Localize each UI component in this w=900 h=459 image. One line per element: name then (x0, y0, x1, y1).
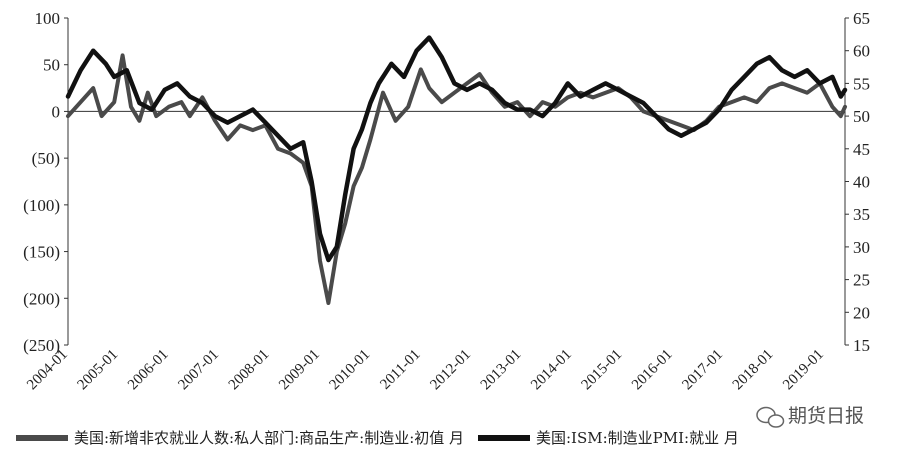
left-tick-label: (150) (23, 243, 60, 262)
x-tick-label: 2005-01 (75, 347, 122, 394)
x-tick-label: 2008-01 (226, 347, 273, 394)
right-tick-label: 60 (853, 42, 870, 61)
right-tick-label: 45 (853, 140, 870, 159)
plot-lines (65, 35, 848, 305)
x-tick-label: 2016-01 (629, 347, 676, 394)
right-tick-label: 25 (853, 271, 870, 290)
right-tick-label: 55 (853, 74, 870, 93)
watermark-text: 期货日报 (788, 405, 864, 427)
series-line-ism-employment (65, 35, 848, 263)
right-tick-label: 65 (853, 9, 870, 28)
watermark: 期货日报 (756, 405, 864, 428)
x-tick-label: 2019-01 (780, 347, 827, 394)
x-tick-label: 2014-01 (528, 347, 575, 394)
right-tick-label: 40 (853, 173, 870, 192)
x-tick-label: 2013-01 (478, 347, 525, 394)
x-tick-label: 2015-01 (579, 347, 626, 394)
x-tick-label: 2011-01 (377, 347, 423, 393)
legend: 美国:新增非农就业人数:私人部门:商品生产:制造业:初值 月 美国:ISM:制造… (16, 429, 739, 447)
x-tick-label: 2012-01 (427, 347, 474, 394)
legend-label-manufacturing-payrolls: 美国:新增非农就业人数:私人部门:商品生产:制造业:初值 月 (74, 429, 464, 447)
left-tick-label: 100 (35, 9, 61, 28)
right-tick-label: 50 (853, 107, 870, 126)
x-tick-label: 2010-01 (327, 347, 374, 394)
x-tick-label: 2018-01 (730, 347, 777, 394)
left-tick-label: (250) (23, 336, 60, 355)
wechat-icon (756, 406, 785, 428)
left-tick-label: (200) (23, 289, 60, 308)
right-tick-label: 20 (853, 303, 870, 322)
x-tick-label: 2007-01 (175, 347, 222, 394)
right-tick-label: 15 (853, 336, 870, 355)
right-tick-label: 35 (853, 205, 870, 224)
right-tick-label: 30 (853, 238, 870, 257)
left-tick-label: 50 (43, 56, 60, 75)
left-tick-label: (50) (32, 149, 60, 168)
x-tick-label: 2017-01 (679, 347, 726, 394)
legend-label-ism-employment: 美国:ISM:制造业PMI:就业 月 (536, 429, 739, 447)
x-tick-label: 2006-01 (125, 347, 172, 394)
left-tick-label: 0 (52, 102, 61, 121)
left-tick-label: (100) (23, 196, 60, 215)
x-tick-label: 2009-01 (276, 347, 323, 394)
